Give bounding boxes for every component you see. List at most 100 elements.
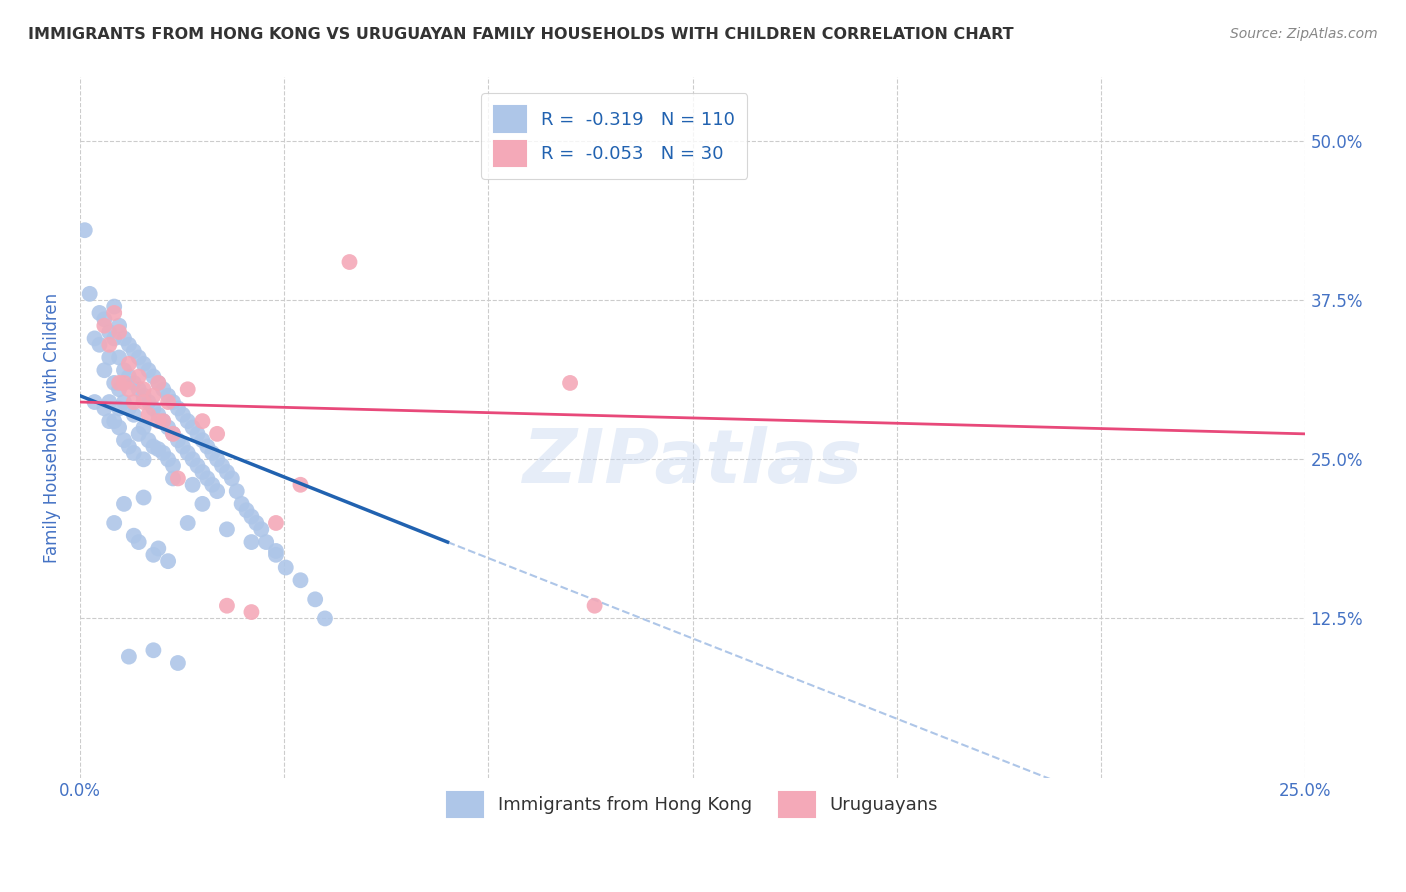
Point — [250, 522, 273, 536]
Point — [264, 544, 287, 558]
Point — [73, 223, 96, 237]
Point — [167, 434, 190, 448]
Point — [191, 497, 214, 511]
Point — [181, 477, 204, 491]
Point — [118, 401, 141, 416]
Point — [93, 312, 115, 326]
Point — [215, 522, 238, 536]
Point — [191, 414, 214, 428]
Point — [108, 318, 131, 333]
Point — [118, 369, 141, 384]
Point — [89, 306, 111, 320]
Point — [108, 401, 131, 416]
Point — [148, 442, 170, 457]
Point — [162, 426, 184, 441]
Point — [221, 471, 243, 485]
Point — [148, 414, 170, 428]
Point — [152, 446, 174, 460]
Point — [205, 484, 228, 499]
Point — [98, 395, 121, 409]
Point — [98, 351, 121, 365]
Point — [264, 516, 287, 530]
Point — [177, 382, 200, 396]
Point — [177, 516, 200, 530]
Point — [172, 440, 194, 454]
Point — [118, 382, 141, 396]
Point — [177, 414, 200, 428]
Point — [103, 376, 125, 390]
Point — [215, 599, 238, 613]
Point — [93, 401, 115, 416]
Point — [152, 382, 174, 396]
Point — [128, 351, 150, 365]
Point — [167, 656, 190, 670]
Point — [138, 408, 160, 422]
Point — [148, 376, 170, 390]
Point — [118, 649, 141, 664]
Point — [122, 446, 145, 460]
Point — [103, 414, 125, 428]
Point — [558, 376, 581, 390]
Point — [245, 516, 267, 530]
Point — [132, 382, 155, 396]
Point — [157, 452, 180, 467]
Point — [142, 369, 165, 384]
Point — [201, 446, 224, 460]
Point — [132, 420, 155, 434]
Point — [122, 395, 145, 409]
Point — [108, 351, 131, 365]
Point — [142, 548, 165, 562]
Point — [83, 395, 105, 409]
Point — [103, 300, 125, 314]
Point — [290, 574, 312, 588]
Point — [128, 369, 150, 384]
Point — [122, 376, 145, 390]
Point — [112, 497, 135, 511]
Point — [172, 408, 194, 422]
Point — [240, 605, 263, 619]
Point — [93, 363, 115, 377]
Point — [186, 458, 208, 473]
Point — [167, 401, 190, 416]
Point — [264, 548, 287, 562]
Point — [186, 426, 208, 441]
Point — [89, 338, 111, 352]
Point — [103, 306, 125, 320]
Point — [148, 541, 170, 556]
Point — [128, 426, 150, 441]
Point — [112, 434, 135, 448]
Point — [314, 611, 336, 625]
Point — [132, 452, 155, 467]
Point — [118, 338, 141, 352]
Point — [112, 363, 135, 377]
Point — [108, 382, 131, 396]
Text: Source: ZipAtlas.com: Source: ZipAtlas.com — [1230, 27, 1378, 41]
Point — [240, 535, 263, 549]
Point — [231, 497, 253, 511]
Point — [274, 560, 297, 574]
Point — [132, 357, 155, 371]
Point — [103, 331, 125, 345]
Point — [122, 344, 145, 359]
Point — [128, 535, 150, 549]
Point — [108, 325, 131, 339]
Point — [191, 465, 214, 479]
Point — [142, 401, 165, 416]
Point — [162, 395, 184, 409]
Point — [138, 434, 160, 448]
Point — [148, 376, 170, 390]
Point — [112, 376, 135, 390]
Point — [240, 509, 263, 524]
Point — [583, 599, 606, 613]
Point — [157, 389, 180, 403]
Point — [108, 420, 131, 434]
Point — [304, 592, 326, 607]
Point — [132, 395, 155, 409]
Point — [157, 554, 180, 568]
Legend: Immigrants from Hong Kong, Uruguayans: Immigrants from Hong Kong, Uruguayans — [440, 785, 945, 824]
Point — [162, 471, 184, 485]
Text: IMMIGRANTS FROM HONG KONG VS URUGUAYAN FAMILY HOUSEHOLDS WITH CHILDREN CORRELATI: IMMIGRANTS FROM HONG KONG VS URUGUAYAN F… — [28, 27, 1014, 42]
Point — [290, 477, 312, 491]
Point — [83, 331, 105, 345]
Point — [122, 408, 145, 422]
